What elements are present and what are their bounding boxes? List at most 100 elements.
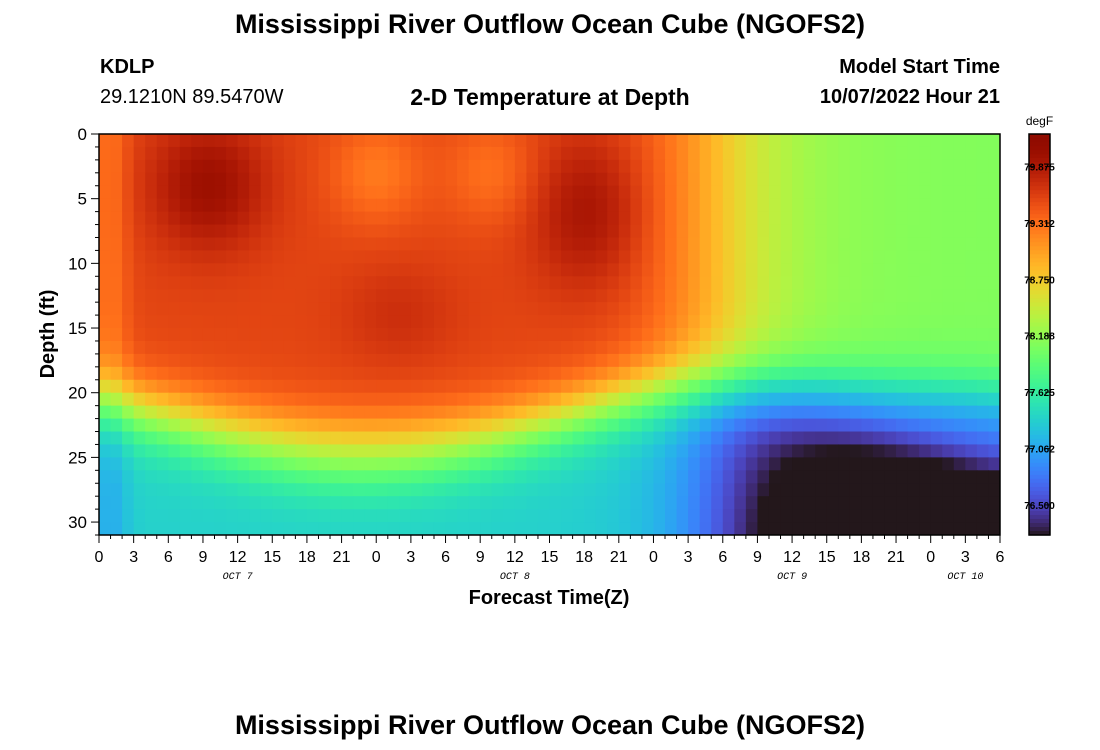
- heatmap-cell: [295, 172, 308, 187]
- heatmap-cell: [468, 431, 481, 446]
- heatmap-cell: [561, 496, 574, 510]
- heatmap-cell: [226, 263, 239, 277]
- heatmap-cell: [792, 263, 805, 277]
- heatmap-cell: [976, 470, 990, 484]
- heatmap-cell: [919, 418, 932, 433]
- heatmap-cell: [953, 250, 966, 264]
- heatmap-cell: [318, 483, 331, 497]
- heatmap-cell: [849, 340, 862, 355]
- heatmap-cell: [468, 353, 481, 368]
- heatmap-cell: [145, 470, 158, 484]
- heatmap-cell: [260, 302, 273, 316]
- heatmap-cell: [480, 522, 493, 535]
- heatmap-cell: [214, 379, 227, 394]
- heatmap-cell: [445, 431, 458, 446]
- heatmap-cell: [191, 185, 204, 200]
- heatmap-cell: [410, 444, 424, 458]
- heatmap-cell: [930, 496, 943, 510]
- heatmap-cell: [514, 340, 527, 355]
- heatmap-cell: [584, 237, 597, 252]
- heatmap-cell: [792, 431, 805, 446]
- heatmap-cell: [318, 340, 331, 355]
- heatmap-cell: [884, 392, 897, 407]
- heatmap-cell: [122, 457, 135, 471]
- heatmap-cell: [803, 366, 816, 381]
- heatmap-cell: [745, 431, 759, 446]
- heatmap-cell: [699, 340, 712, 355]
- heatmap-cell: [930, 315, 943, 329]
- heatmap-cell: [283, 405, 296, 420]
- heatmap-cell: [849, 263, 862, 277]
- y-tick-label: 25: [68, 448, 87, 467]
- heatmap-cell: [780, 211, 793, 226]
- heatmap-cell: [584, 134, 597, 148]
- heatmap-cell: [734, 289, 747, 303]
- heatmap-cell: [595, 457, 608, 471]
- heatmap-cell: [226, 522, 239, 535]
- heatmap-cell: [757, 444, 770, 458]
- heatmap-cell: [249, 379, 262, 394]
- colorbar-segment: [1029, 322, 1050, 328]
- heatmap-cell: [976, 276, 990, 290]
- heatmap-cell: [549, 522, 562, 535]
- colorbar-segment: [1029, 478, 1050, 484]
- heatmap-cell: [976, 405, 990, 420]
- heatmap-cell: [249, 418, 262, 433]
- heatmap-cell: [168, 431, 181, 446]
- heatmap-cell: [353, 237, 366, 252]
- colorbar-segment: [1029, 502, 1050, 508]
- heatmap-cell: [803, 496, 816, 510]
- colorbar-segment: [1029, 442, 1050, 448]
- heatmap-cell: [688, 496, 701, 510]
- heatmap-cell: [110, 159, 123, 174]
- heatmap-cell: [641, 159, 655, 174]
- heatmap-cell: [965, 315, 978, 329]
- heatmap-cell: [618, 392, 631, 407]
- heatmap-cell: [480, 340, 493, 355]
- heatmap-cell: [145, 444, 158, 458]
- colorbar-segment: [1029, 246, 1050, 251]
- heatmap-cell: [341, 263, 354, 277]
- heatmap-cell: [757, 159, 770, 174]
- heatmap-cell: [653, 250, 666, 264]
- colorbar-segment: [1029, 254, 1050, 259]
- heatmap-cell: [757, 237, 770, 252]
- heatmap-cell: [179, 457, 193, 471]
- heatmap-cell: [364, 418, 377, 433]
- heatmap-cell: [815, 366, 828, 381]
- heatmap-cell: [457, 328, 470, 342]
- heatmap-cell: [676, 172, 689, 187]
- heatmap-cell: [896, 470, 909, 484]
- heatmap-cell: [491, 444, 504, 458]
- heatmap-cell: [919, 405, 932, 420]
- heatmap-cell: [896, 237, 909, 252]
- heatmap-cell: [503, 509, 516, 523]
- heatmap-cell: [930, 405, 943, 420]
- heatmap-cell: [988, 418, 1000, 433]
- heatmap-cell: [584, 289, 597, 303]
- heatmap-cell: [676, 509, 689, 523]
- heatmap-cell: [249, 224, 262, 239]
- heatmap-cell: [110, 457, 123, 471]
- heatmap-cell: [145, 263, 158, 277]
- heatmap-cell: [861, 366, 874, 381]
- heatmap-cell: [364, 353, 377, 368]
- heatmap-cell: [133, 496, 146, 510]
- heatmap-cell: [561, 431, 574, 446]
- heatmap-cell: [676, 237, 689, 252]
- heatmap-cell: [665, 340, 678, 355]
- colorbar-segment: [1029, 450, 1050, 456]
- heatmap-cell: [353, 392, 366, 407]
- heatmap-cell: [988, 224, 1000, 239]
- heatmap-cell: [595, 392, 608, 407]
- heatmap-cell: [641, 522, 655, 535]
- heatmap-cell: [330, 483, 343, 497]
- heatmap-cell: [179, 470, 193, 484]
- heatmap-cell: [433, 146, 447, 161]
- heatmap-cell: [953, 470, 966, 484]
- heatmap-cell: [757, 470, 770, 484]
- heatmap-cell: [226, 185, 239, 200]
- heatmap-cell: [433, 185, 447, 200]
- heatmap-cell: [641, 237, 655, 252]
